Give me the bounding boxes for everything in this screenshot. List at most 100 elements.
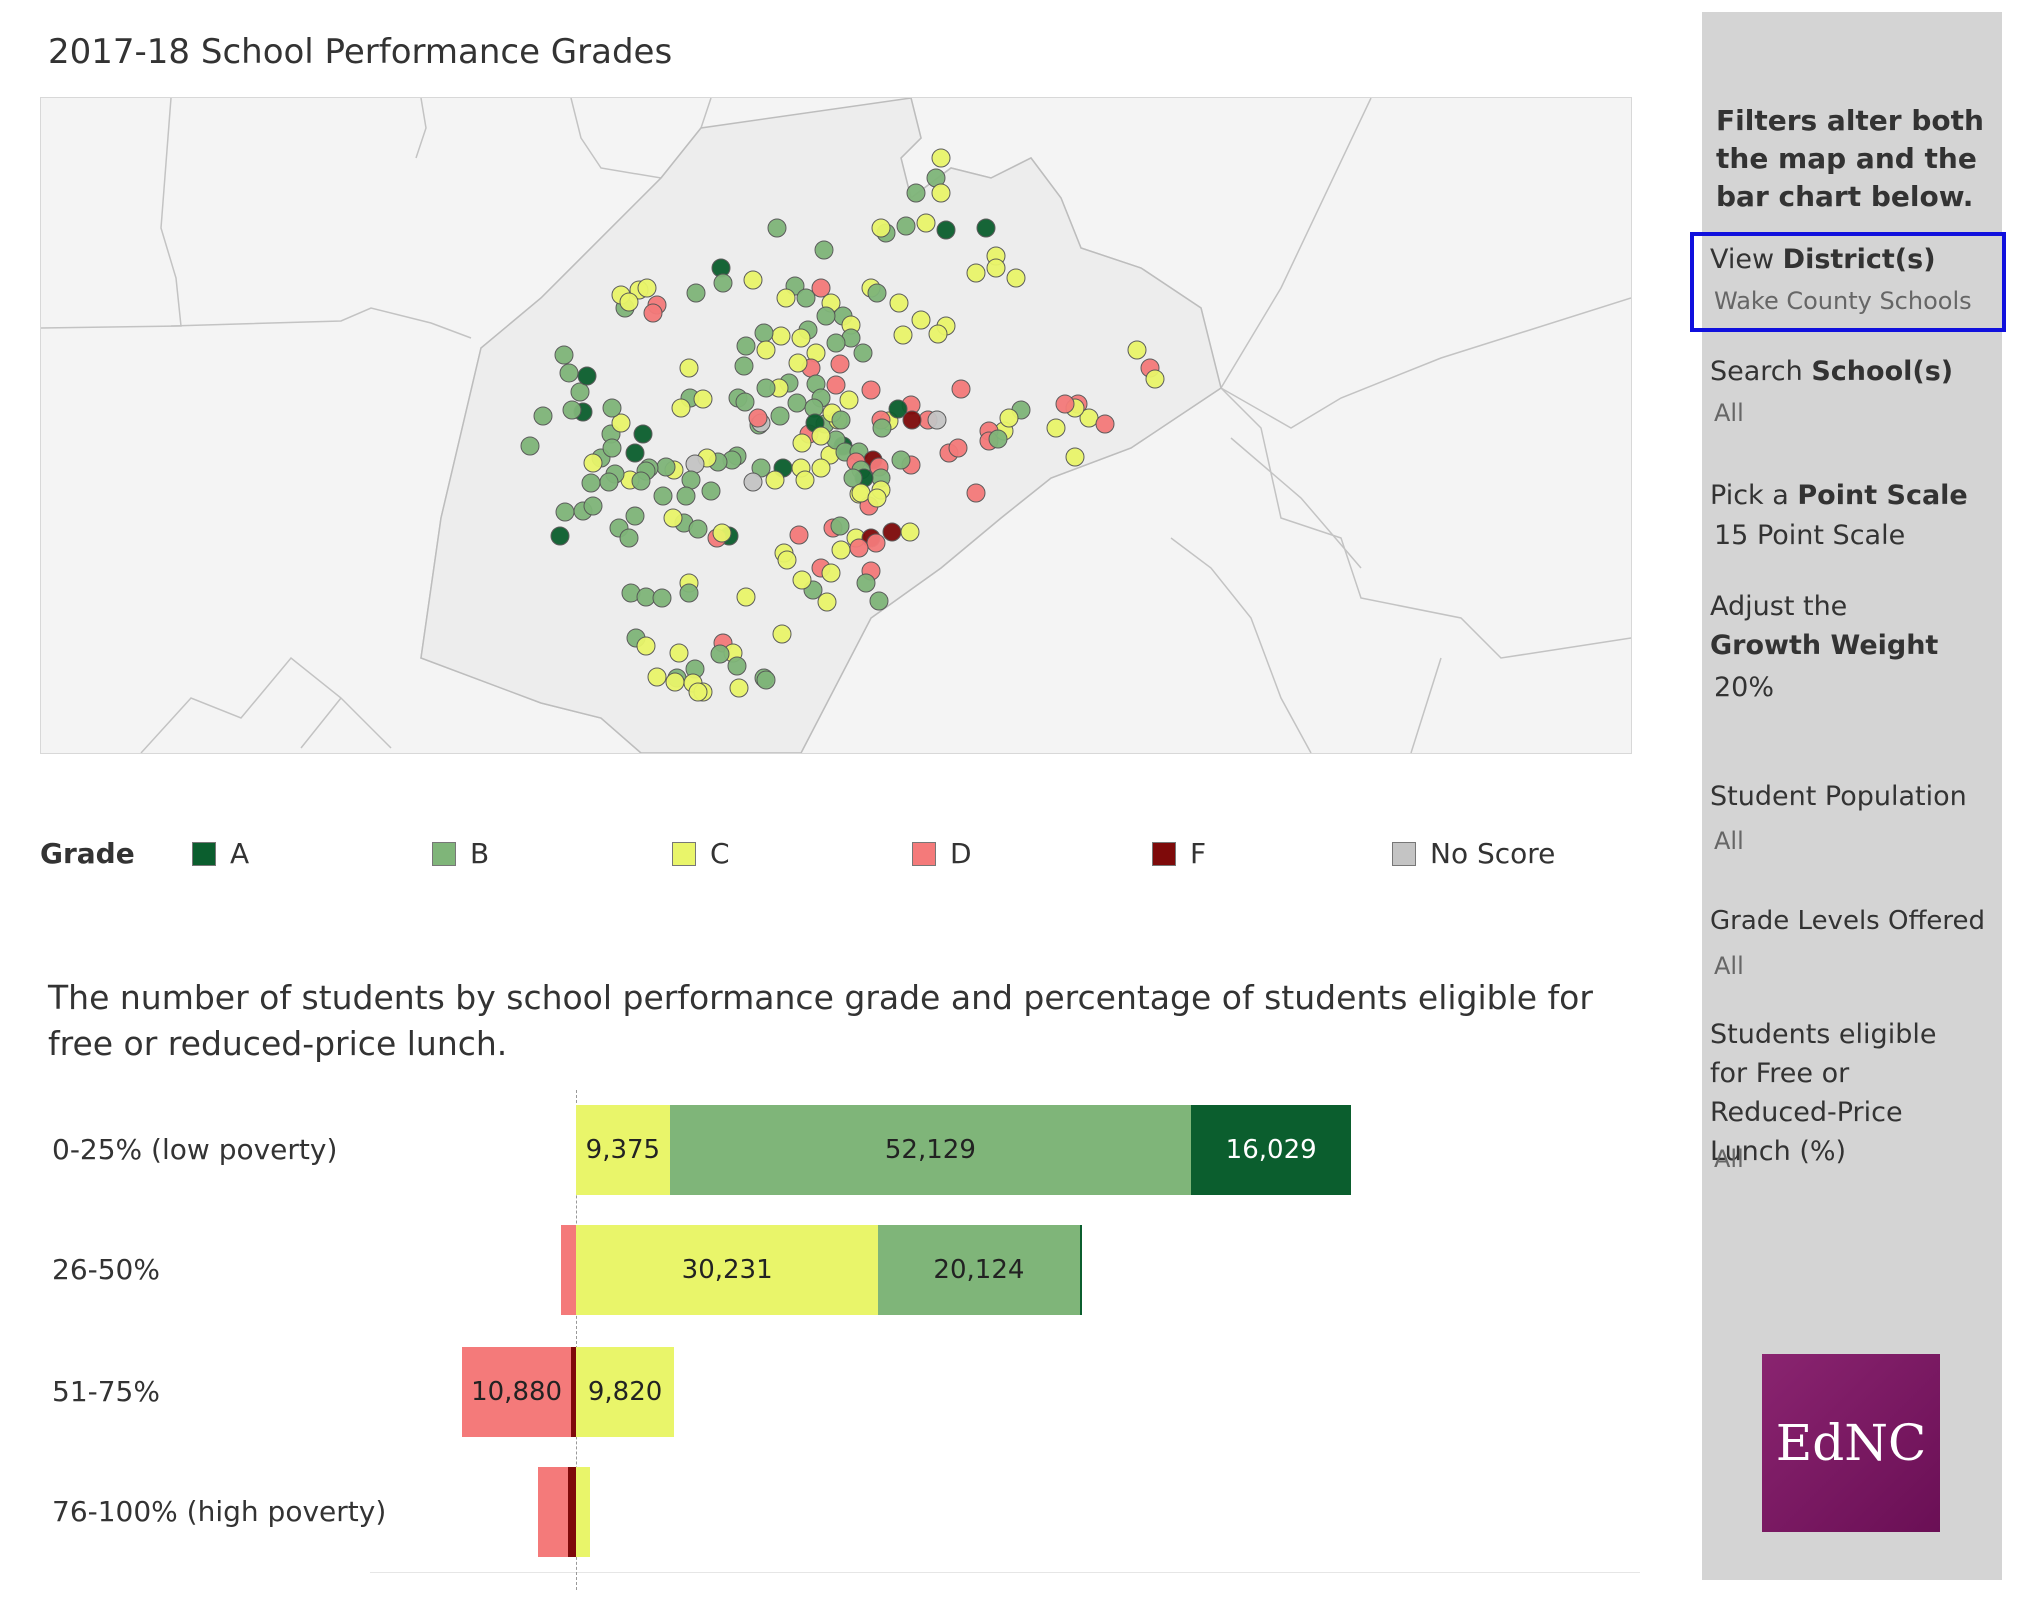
- filter-frl-label[interactable]: Students eligible for Free or Reduced-Pr…: [1710, 1019, 1937, 1167]
- school-point: [555, 502, 575, 522]
- school-point: [872, 418, 892, 438]
- filter-district-value[interactable]: Wake County Schools: [1714, 287, 1972, 315]
- bar-segment-b-row-0[interactable]: 52,129: [669, 1105, 1192, 1195]
- bar-data-label: 52,129: [884, 1135, 976, 1165]
- school-point: [795, 470, 815, 490]
- bar-segment-c-row-3[interactable]: [576, 1467, 590, 1557]
- school-point: [839, 390, 859, 410]
- school-point: [735, 392, 755, 412]
- county-boundary: [1170, 537, 1312, 753]
- school-point: [816, 306, 836, 326]
- school-point: [679, 358, 699, 378]
- legend-item-d[interactable]: D: [912, 837, 972, 870]
- row-label-51-75: 51-75%: [52, 1375, 160, 1408]
- school-point: [767, 218, 787, 238]
- school-point: [902, 410, 922, 430]
- bar-chart[interactable]: 0-25% (low poverty) 26-50% 51-75% 76-100…: [0, 1080, 1700, 1600]
- school-point: [826, 333, 846, 353]
- bar-data-label: 9,820: [587, 1377, 663, 1407]
- bar-segment-d-row-2[interactable]: 10,880: [462, 1347, 571, 1437]
- bar-segment-a-row-0[interactable]: 16,029: [1191, 1105, 1352, 1195]
- bar-segment-c-row-0[interactable]: 9,375: [576, 1105, 670, 1195]
- school-point: [916, 213, 936, 233]
- bar-segment-f-row-2[interactable]: [571, 1347, 576, 1437]
- school-point: [999, 408, 1019, 428]
- school-point: [811, 278, 831, 298]
- legend-label-d: D: [950, 837, 972, 870]
- school-point: [867, 283, 887, 303]
- legend-item-no-score[interactable]: No Score: [1392, 837, 1555, 870]
- school-point: [777, 550, 797, 570]
- legend-title: Grade: [40, 837, 135, 870]
- school-point: [679, 583, 699, 603]
- legend-item-c[interactable]: C: [672, 837, 730, 870]
- school-point: [936, 220, 956, 240]
- filter-school-label-plain: Search: [1710, 356, 1812, 387]
- bar-segment-f-row-3[interactable]: [568, 1467, 576, 1557]
- filter-point-scale-value[interactable]: 15 Point Scale: [1714, 520, 1906, 551]
- school-point: [1055, 394, 1075, 414]
- school-map[interactable]: [40, 97, 1632, 754]
- filter-district-label-plain: View: [1710, 244, 1783, 275]
- filter-growth-weight-value[interactable]: 20%: [1714, 672, 1775, 703]
- school-point: [948, 438, 968, 458]
- bar-data-label: 20,124: [933, 1255, 1025, 1285]
- school-point: [771, 326, 791, 346]
- school-point: [788, 353, 808, 373]
- legend-swatch-a: [192, 841, 216, 866]
- filter-frl-value[interactable]: All: [1714, 1145, 1744, 1173]
- school-point: [520, 436, 540, 456]
- bar-segment-a-row-1[interactable]: [1079, 1225, 1082, 1315]
- legend-item-f[interactable]: F: [1152, 837, 1206, 870]
- school-point: [713, 273, 733, 293]
- school-point: [611, 413, 631, 433]
- filter-district-label[interactable]: View District(s): [1710, 240, 2000, 279]
- school-point: [988, 429, 1008, 449]
- school-point: [889, 293, 909, 313]
- filter-point-scale-label-plain: Pick a: [1710, 480, 1798, 511]
- county-boundary: [41, 98, 182, 329]
- legend-item-b[interactable]: B: [432, 837, 489, 870]
- school-point: [1127, 340, 1147, 360]
- filter-student-population-value[interactable]: All: [1714, 827, 1744, 855]
- school-point: [577, 366, 597, 386]
- filter-school-value[interactable]: All: [1714, 399, 1744, 427]
- school-point: [602, 398, 622, 418]
- map-canvas[interactable]: [41, 98, 1631, 753]
- county-boundary: [1230, 437, 1362, 569]
- school-point: [931, 183, 951, 203]
- filter-student-population-label[interactable]: Student Population: [1710, 781, 1967, 812]
- school-point: [631, 471, 651, 491]
- ednc-logo[interactable]: EdNC: [1762, 1354, 1940, 1532]
- school-point: [562, 400, 582, 420]
- county-boundary: [1410, 657, 1442, 753]
- county-boundary: [1220, 297, 1631, 429]
- filter-school-label[interactable]: Search School(s): [1710, 352, 2000, 391]
- bar-segment-d-row-1[interactable]: [561, 1225, 576, 1315]
- school-point: [772, 624, 792, 644]
- bar-data-label: 10,880: [471, 1377, 563, 1407]
- filter-grade-levels-value[interactable]: All: [1714, 952, 1744, 980]
- bar-segment-c-row-1[interactable]: 30,231: [576, 1225, 879, 1315]
- filter-point-scale-label[interactable]: Pick a Point Scale: [1710, 476, 2000, 515]
- school-point: [1145, 369, 1165, 389]
- filter-school-label-bold: School(s): [1811, 356, 1954, 387]
- school-point: [765, 470, 785, 490]
- filter-point-scale-label-bold: Point Scale: [1797, 480, 1968, 511]
- school-point: [625, 443, 645, 463]
- filter-growth-weight-label[interactable]: Adjust the Growth Weight: [1710, 587, 1960, 665]
- bar-segment-b-row-1[interactable]: 20,124: [878, 1225, 1080, 1315]
- bar-segment-c-row-2[interactable]: 9,820: [576, 1347, 675, 1437]
- school-point: [811, 458, 831, 478]
- school-point: [986, 258, 1006, 278]
- legend-item-a[interactable]: A: [192, 837, 249, 870]
- bar-segment-d-row-3[interactable]: [538, 1467, 568, 1557]
- school-point: [636, 587, 656, 607]
- school-point: [1065, 447, 1085, 467]
- school-point: [633, 424, 653, 444]
- legend-swatch-no-score: [1392, 841, 1416, 866]
- filter-grade-levels-label[interactable]: Grade Levels Offered: [1710, 906, 1985, 936]
- school-point: [911, 310, 931, 330]
- school-point: [869, 591, 889, 611]
- school-point: [791, 328, 811, 348]
